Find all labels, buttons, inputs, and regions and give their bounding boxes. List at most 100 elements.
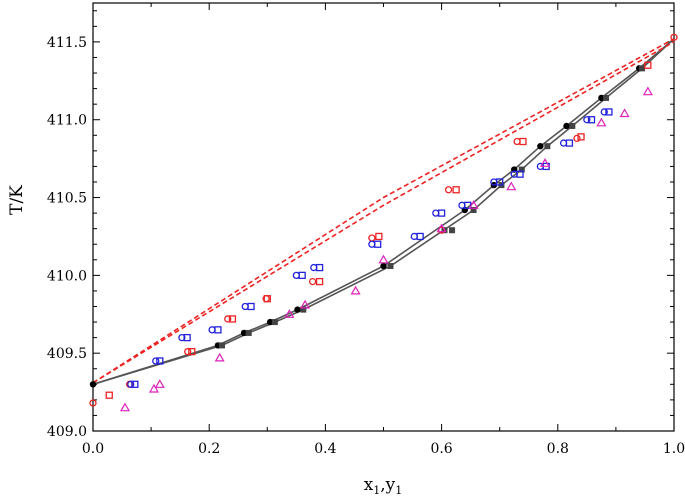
- x-tick-label: 0.0: [82, 441, 104, 457]
- y-tick-label: 409.5: [47, 346, 87, 362]
- data-point-10-14: [642, 86, 653, 96]
- data-point-4-11: [598, 94, 605, 102]
- data-point-7-0: [105, 391, 113, 399]
- data-point-8-0: [127, 380, 135, 388]
- data-point-4-0: [89, 381, 97, 388]
- data-point-7-5: [375, 232, 383, 241]
- data-point-7-1: [188, 347, 196, 356]
- axis-ticks: [92, 3, 675, 432]
- data-point-4-10: [563, 122, 570, 130]
- data-point-6-6: [368, 234, 376, 242]
- data-point-8-6: [310, 263, 318, 272]
- y-tick-label: 411.5: [47, 35, 87, 51]
- data-point-7-9: [644, 61, 652, 69]
- data-point-8-15: [583, 116, 591, 124]
- data-point-10-10: [506, 181, 517, 191]
- data-point-5-10: [544, 143, 551, 150]
- data-point-10-12: [596, 117, 607, 127]
- data-point-4-4: [294, 306, 301, 313]
- data-point-5-3: [300, 306, 307, 313]
- data-point-8-14: [559, 139, 568, 147]
- series-line-2: [92, 38, 675, 384]
- data-point-5-7: [470, 206, 477, 213]
- plot-frame: [92, 2, 675, 432]
- x-axis-title-sep: ,y: [380, 475, 395, 495]
- x-axis-title-sub1: 1: [373, 484, 380, 497]
- data-point-7-2: [228, 315, 237, 323]
- data-point-8-7: [368, 240, 376, 248]
- x-axis-title-sub2: 1: [395, 484, 402, 497]
- data-point-10-2: [154, 379, 165, 388]
- data-point-6-8: [444, 186, 453, 194]
- y-axis-title: T/K: [7, 185, 27, 215]
- series-line-1: [92, 38, 675, 386]
- data-point-6-5: [308, 277, 317, 286]
- data-point-9-16: [605, 108, 613, 116]
- data-point-7-8: [577, 133, 585, 141]
- y-tick-label: 410.0: [47, 268, 87, 284]
- data-point-6-9: [513, 137, 521, 146]
- x-tick-label: 1.0: [663, 441, 685, 457]
- data-point-5-0: [218, 342, 225, 349]
- tick-labels: 0.0 0.2 0.4 0.6 0.8 1.0 409.0 409.5 410.0 410.5 41…: [47, 35, 685, 457]
- series-line-0: [92, 38, 675, 386]
- data-point-8-4: [241, 302, 249, 311]
- data-point-10-13: [619, 108, 630, 118]
- data-point-10-5: [300, 299, 311, 309]
- data-point-5-4: [387, 263, 394, 270]
- data-point-9-3: [214, 326, 222, 334]
- data-point-9-0: [131, 380, 139, 388]
- y-tick-label: 410.5: [47, 191, 87, 207]
- series-line-3: [92, 41, 675, 384]
- data-point-6-10: [573, 134, 581, 143]
- data-point-5-6: [449, 227, 456, 234]
- x-tick-label: 0.4: [314, 441, 336, 457]
- data-point-6-0: [89, 399, 97, 407]
- y-tick-label: 411.0: [47, 113, 87, 129]
- y-tick-label: 409.0: [47, 424, 87, 440]
- data-point-10-1: [148, 383, 160, 393]
- data-point-10-3: [214, 352, 225, 362]
- data-point-4-5: [380, 262, 387, 270]
- data-point-4-9: [537, 142, 544, 150]
- data-point-10-7: [378, 254, 389, 264]
- data-point-9-4: [247, 302, 255, 311]
- data-point-9-15: [587, 116, 596, 124]
- data-point-10-0: [119, 402, 131, 412]
- data-point-9-12: [516, 170, 524, 178]
- data-point-9-5: [298, 271, 306, 280]
- x-tick-label: 0.2: [198, 441, 220, 457]
- data-point-5-1: [245, 329, 252, 336]
- data-point-8-9: [432, 209, 440, 217]
- data-point-9-2: [183, 333, 191, 342]
- data-point-6-11: [670, 33, 678, 41]
- data-point-8-1: [152, 357, 160, 365]
- data-point-5-13: [639, 65, 646, 72]
- data-point-10-8: [436, 223, 447, 233]
- data-point-7-7: [519, 137, 527, 146]
- data-point-10-11: [539, 158, 551, 167]
- data-point-8-8: [410, 232, 418, 241]
- data-point-9-9: [437, 209, 446, 217]
- data-point-10-6: [350, 285, 361, 295]
- data-point-7-6: [452, 186, 460, 194]
- x-axis-title-x: x: [364, 475, 374, 495]
- data-point-10-4: [284, 309, 295, 318]
- data-point-7-3: [263, 295, 271, 303]
- data-point-9-1: [156, 357, 164, 365]
- x-axis-title: x1,y1: [364, 475, 403, 497]
- data-point-8-3: [208, 326, 216, 334]
- data-point-5-12: [603, 94, 610, 101]
- data-point-5-9: [518, 166, 525, 173]
- data-point-5-2: [271, 319, 278, 326]
- data-point-9-6: [315, 263, 324, 272]
- x-tick-label: 0.8: [547, 441, 569, 457]
- data-point-8-2: [178, 333, 186, 342]
- data-point-4-2: [240, 329, 248, 337]
- x-tick-label: 0.6: [430, 441, 452, 457]
- data-point-9-14: [565, 139, 574, 147]
- data-point-9-7: [374, 240, 382, 248]
- data-point-8-16: [600, 108, 608, 116]
- data-point-4-3: [267, 318, 274, 326]
